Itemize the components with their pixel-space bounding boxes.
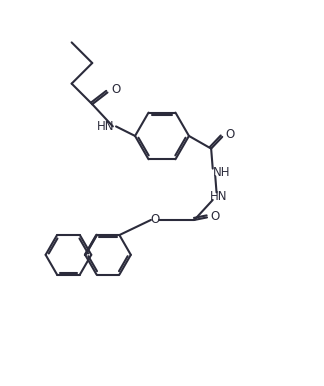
- Text: HN: HN: [210, 190, 228, 203]
- Text: NH: NH: [213, 166, 230, 179]
- Text: O: O: [111, 83, 121, 96]
- Text: O: O: [150, 213, 159, 227]
- Text: HN: HN: [97, 120, 114, 133]
- Text: O: O: [210, 210, 219, 223]
- Text: O: O: [226, 128, 235, 141]
